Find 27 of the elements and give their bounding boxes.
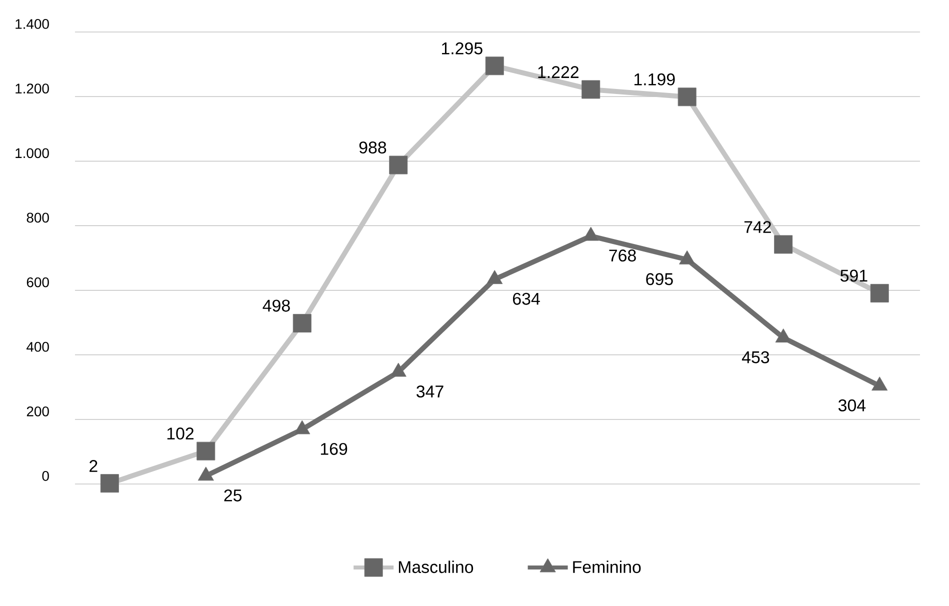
data-label: 453 [742,351,770,364]
data-label: 1.295 [442,42,482,54]
data-label: 347 [416,385,444,398]
data-label: 1.199 [634,73,675,86]
y-tick-label: 0 [42,471,49,481]
data-label: 988 [359,142,386,154]
data-label: 169 [320,442,348,455]
y-tick-label: 1.400 [16,19,49,29]
data-label: 25 [224,489,242,502]
data-label: 591 [840,270,868,282]
data-label: 304 [838,399,866,412]
y-tick-label: 1.200 [16,84,49,94]
y-tick-label: 200 [26,406,49,416]
data-label: 634 [512,292,540,305]
data-label: 768 [609,250,636,262]
y-tick-label: 800 [26,212,49,223]
y-tick-label: 600 [26,277,49,288]
data-label: 102 [167,428,194,440]
data-label: 498 [262,300,290,312]
legend-label: Feminino [573,560,641,574]
data-label: 742 [744,221,771,233]
legend-label: Masculino [398,560,474,574]
data-label: 2 [90,460,98,472]
y-tick-label: 400 [26,342,49,352]
data-label: 1.222 [538,66,578,78]
y-tick-label: 1.000 [16,148,49,158]
data-label: 695 [646,273,673,286]
